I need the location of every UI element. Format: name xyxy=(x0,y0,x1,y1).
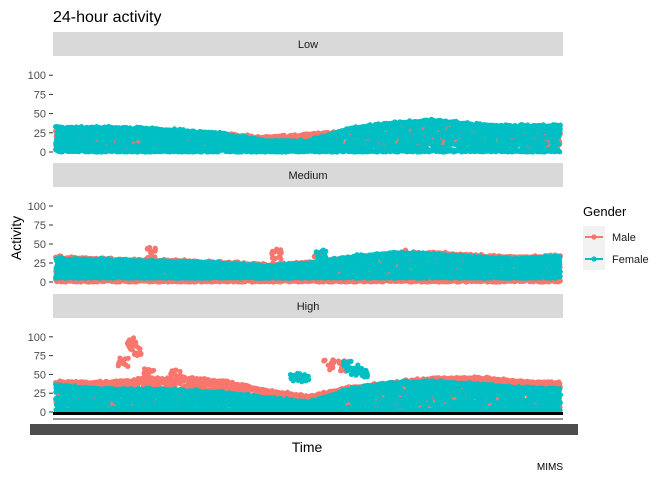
data-point xyxy=(131,136,137,142)
y-tick-label: 75 xyxy=(34,89,46,101)
series-female xyxy=(53,116,563,155)
chart-title: 24-hour activity xyxy=(53,9,162,26)
facet-strip-label: Low xyxy=(298,39,318,51)
facet-panels: Low0255075100Medium0255075100High0255075… xyxy=(28,32,563,419)
y-tick-label: 100 xyxy=(28,70,46,82)
y-tick-label: 50 xyxy=(34,109,46,121)
facet-panel-low: Low 0 25 50 75 100 xyxy=(28,32,563,159)
facet-points xyxy=(53,116,563,155)
y-tick-label: 0 xyxy=(40,147,46,159)
facet-strip xyxy=(53,32,563,56)
y-tick-label: 25 xyxy=(34,128,46,140)
